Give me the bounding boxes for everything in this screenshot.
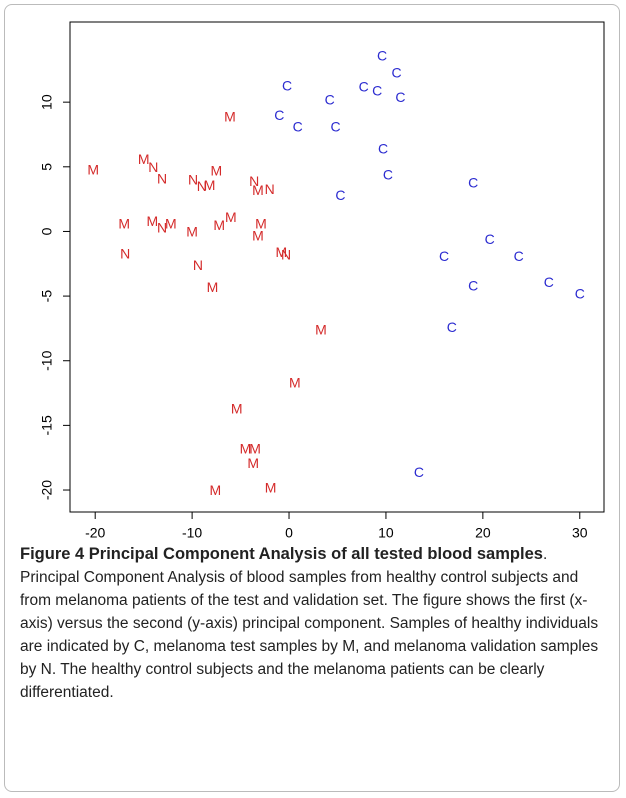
point: C <box>293 119 303 135</box>
point: M <box>186 223 198 239</box>
point: C <box>383 167 393 183</box>
point: C <box>377 48 387 64</box>
point: N <box>265 181 275 197</box>
point: M <box>211 163 223 179</box>
point: M <box>275 244 287 260</box>
point: C <box>282 77 292 93</box>
point: C <box>414 464 424 480</box>
point: C <box>439 248 449 264</box>
point: C <box>392 64 402 80</box>
point: M <box>255 216 267 232</box>
point: M <box>231 401 243 417</box>
point: M <box>224 108 236 124</box>
point: C <box>468 278 478 294</box>
y-tick-label: 10 <box>39 94 55 110</box>
point: M <box>225 209 237 225</box>
point: M <box>240 441 252 457</box>
x-tick-label: -20 <box>85 525 105 540</box>
point: M <box>315 322 327 338</box>
point: C <box>325 92 335 108</box>
x-tick-label: 0 <box>285 525 293 540</box>
point: N <box>157 170 167 186</box>
point: C <box>544 274 554 290</box>
point: M <box>289 375 301 391</box>
point: C <box>335 187 345 203</box>
point: C <box>395 89 405 105</box>
y-tick-label: 0 <box>39 227 55 235</box>
point: M <box>147 213 159 229</box>
point: M <box>252 227 264 243</box>
plot-frame <box>69 21 605 513</box>
point: M <box>265 479 277 495</box>
point: M <box>138 151 150 167</box>
caption-label: Figure 4 <box>20 545 85 563</box>
point: N <box>249 173 259 189</box>
point: N <box>120 245 130 261</box>
point: M <box>207 279 219 295</box>
figure-frame <box>4 4 620 792</box>
point: M <box>118 216 130 232</box>
caption-text: . Principal Component Analysis of blood … <box>20 546 599 701</box>
point: C <box>447 319 457 335</box>
point: C <box>485 231 495 247</box>
point: C <box>575 285 585 301</box>
x-tick-label: 10 <box>378 525 394 540</box>
point: M <box>213 217 225 233</box>
caption-heading: Principal Component Analysis of all test… <box>88 545 543 563</box>
point: M <box>165 216 177 232</box>
point: N <box>281 247 291 263</box>
point: M <box>204 177 216 193</box>
point: M <box>252 182 264 198</box>
y-tick-label: -20 <box>39 480 55 500</box>
point: C <box>378 141 388 157</box>
point: M <box>247 455 259 471</box>
y-tick-label: 5 <box>39 163 55 171</box>
point: C <box>274 107 284 123</box>
point: C <box>330 119 340 135</box>
point: N <box>193 257 203 273</box>
caption-title: Figure 4 Principal Component Analysis of… <box>20 545 543 563</box>
point: N <box>188 172 198 188</box>
point: C <box>359 79 369 95</box>
point: M <box>210 482 222 498</box>
point: C <box>514 248 524 264</box>
point: N <box>197 178 207 194</box>
y-tick-label: -5 <box>39 290 55 303</box>
point: C <box>468 174 478 190</box>
x-tick-label: -10 <box>182 525 202 540</box>
caption: Figure 4 Principal Component Analysis of… <box>20 543 610 704</box>
x-tick-label: 20 <box>475 525 491 540</box>
point: M <box>249 441 261 457</box>
y-tick-label: -10 <box>39 350 55 370</box>
point: M <box>87 161 99 177</box>
point: N <box>148 159 158 175</box>
x-tick-label: 30 <box>572 525 588 540</box>
point: C <box>372 83 382 99</box>
point: N <box>157 220 167 236</box>
y-tick-label: -15 <box>39 415 55 435</box>
